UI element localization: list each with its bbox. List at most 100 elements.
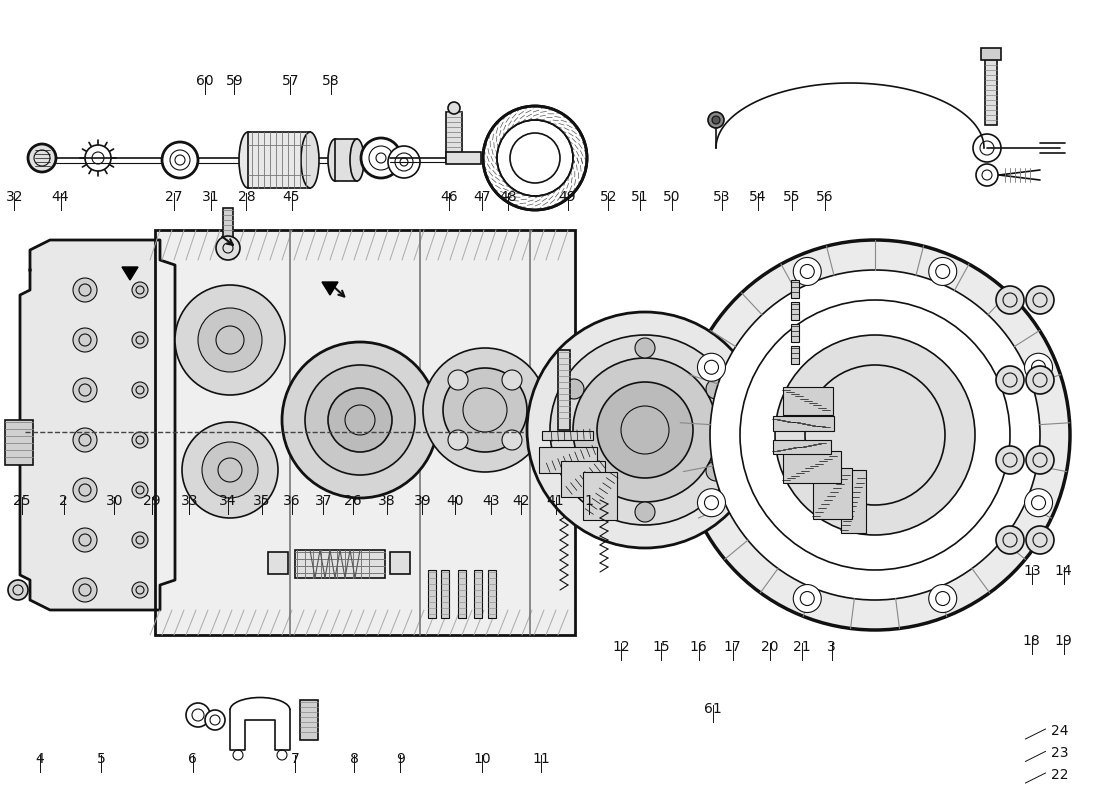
- Bar: [773, 416, 834, 431]
- Circle shape: [597, 382, 693, 478]
- Text: 31: 31: [202, 190, 220, 204]
- Bar: [248, 132, 310, 188]
- Ellipse shape: [301, 132, 319, 188]
- Circle shape: [73, 578, 97, 602]
- Text: 42: 42: [513, 494, 530, 509]
- Circle shape: [186, 703, 210, 727]
- Text: 51: 51: [631, 190, 649, 204]
- Circle shape: [497, 120, 573, 196]
- Circle shape: [564, 461, 584, 481]
- Text: 10: 10: [473, 752, 491, 766]
- Circle shape: [73, 528, 97, 552]
- Text: eurospares: eurospares: [112, 354, 394, 398]
- Text: 47: 47: [473, 190, 491, 204]
- Bar: [773, 439, 830, 454]
- Circle shape: [793, 258, 822, 286]
- Text: 30: 30: [106, 494, 123, 509]
- Text: 55: 55: [783, 190, 801, 204]
- Text: 48: 48: [499, 190, 517, 204]
- Text: 23: 23: [1050, 746, 1068, 761]
- Ellipse shape: [328, 139, 342, 181]
- Text: 33: 33: [180, 494, 198, 509]
- Text: 34: 34: [219, 494, 236, 509]
- Circle shape: [328, 388, 392, 452]
- Text: 4: 4: [35, 752, 44, 766]
- Ellipse shape: [239, 132, 257, 188]
- Circle shape: [448, 430, 468, 450]
- Text: 46: 46: [440, 190, 458, 204]
- Text: 21: 21: [793, 640, 811, 654]
- Text: 49: 49: [559, 190, 576, 204]
- Text: 15: 15: [652, 640, 670, 654]
- Circle shape: [680, 240, 1070, 630]
- Circle shape: [697, 489, 726, 517]
- Text: 59: 59: [226, 74, 243, 88]
- Bar: [446, 152, 481, 164]
- Text: 36: 36: [283, 494, 300, 509]
- Bar: [428, 570, 436, 618]
- Circle shape: [175, 285, 285, 395]
- Circle shape: [635, 338, 654, 358]
- Polygon shape: [322, 282, 338, 295]
- Text: 37: 37: [315, 494, 332, 509]
- Circle shape: [28, 144, 56, 172]
- Text: 7: 7: [290, 752, 299, 766]
- Circle shape: [550, 335, 740, 525]
- Circle shape: [1026, 446, 1054, 474]
- Circle shape: [198, 308, 262, 372]
- Circle shape: [928, 258, 957, 286]
- Circle shape: [527, 312, 763, 548]
- Bar: [336, 139, 358, 181]
- Text: 38: 38: [378, 494, 396, 509]
- Circle shape: [706, 461, 726, 481]
- Bar: [558, 350, 570, 430]
- Text: 17: 17: [724, 640, 741, 654]
- Text: 32: 32: [6, 190, 23, 204]
- Circle shape: [502, 370, 522, 390]
- Bar: [783, 451, 840, 483]
- Circle shape: [708, 112, 724, 128]
- Circle shape: [1024, 354, 1053, 382]
- Circle shape: [73, 478, 97, 502]
- Text: 6: 6: [188, 752, 197, 766]
- Bar: [791, 346, 799, 364]
- Circle shape: [635, 502, 654, 522]
- Circle shape: [73, 428, 97, 452]
- Text: 16: 16: [690, 640, 707, 654]
- Text: 60: 60: [196, 74, 213, 88]
- Text: 29: 29: [143, 494, 161, 509]
- Bar: [488, 570, 496, 618]
- Bar: [813, 469, 851, 519]
- Text: 11: 11: [532, 752, 550, 766]
- Text: 50: 50: [663, 190, 681, 204]
- Text: 56: 56: [816, 190, 834, 204]
- Circle shape: [448, 102, 460, 114]
- Text: 44: 44: [52, 190, 69, 204]
- Text: 2: 2: [59, 494, 68, 509]
- Bar: [542, 431, 593, 440]
- Circle shape: [573, 358, 717, 502]
- Text: 54: 54: [749, 190, 767, 204]
- Polygon shape: [122, 267, 138, 280]
- Circle shape: [8, 580, 28, 600]
- Bar: [223, 208, 233, 238]
- Bar: [984, 55, 997, 125]
- Circle shape: [974, 134, 1001, 162]
- Circle shape: [132, 382, 148, 398]
- Text: 27: 27: [165, 190, 183, 204]
- Text: 14: 14: [1055, 564, 1072, 578]
- Circle shape: [216, 236, 240, 260]
- Circle shape: [502, 430, 522, 450]
- Circle shape: [443, 368, 527, 452]
- Bar: [981, 48, 1001, 60]
- Circle shape: [132, 482, 148, 498]
- Circle shape: [305, 365, 415, 475]
- Bar: [842, 470, 866, 533]
- Circle shape: [424, 348, 547, 472]
- Ellipse shape: [350, 139, 364, 181]
- Bar: [268, 552, 288, 574]
- Bar: [155, 230, 575, 635]
- Circle shape: [710, 270, 1040, 600]
- Bar: [300, 700, 318, 740]
- Circle shape: [73, 378, 97, 402]
